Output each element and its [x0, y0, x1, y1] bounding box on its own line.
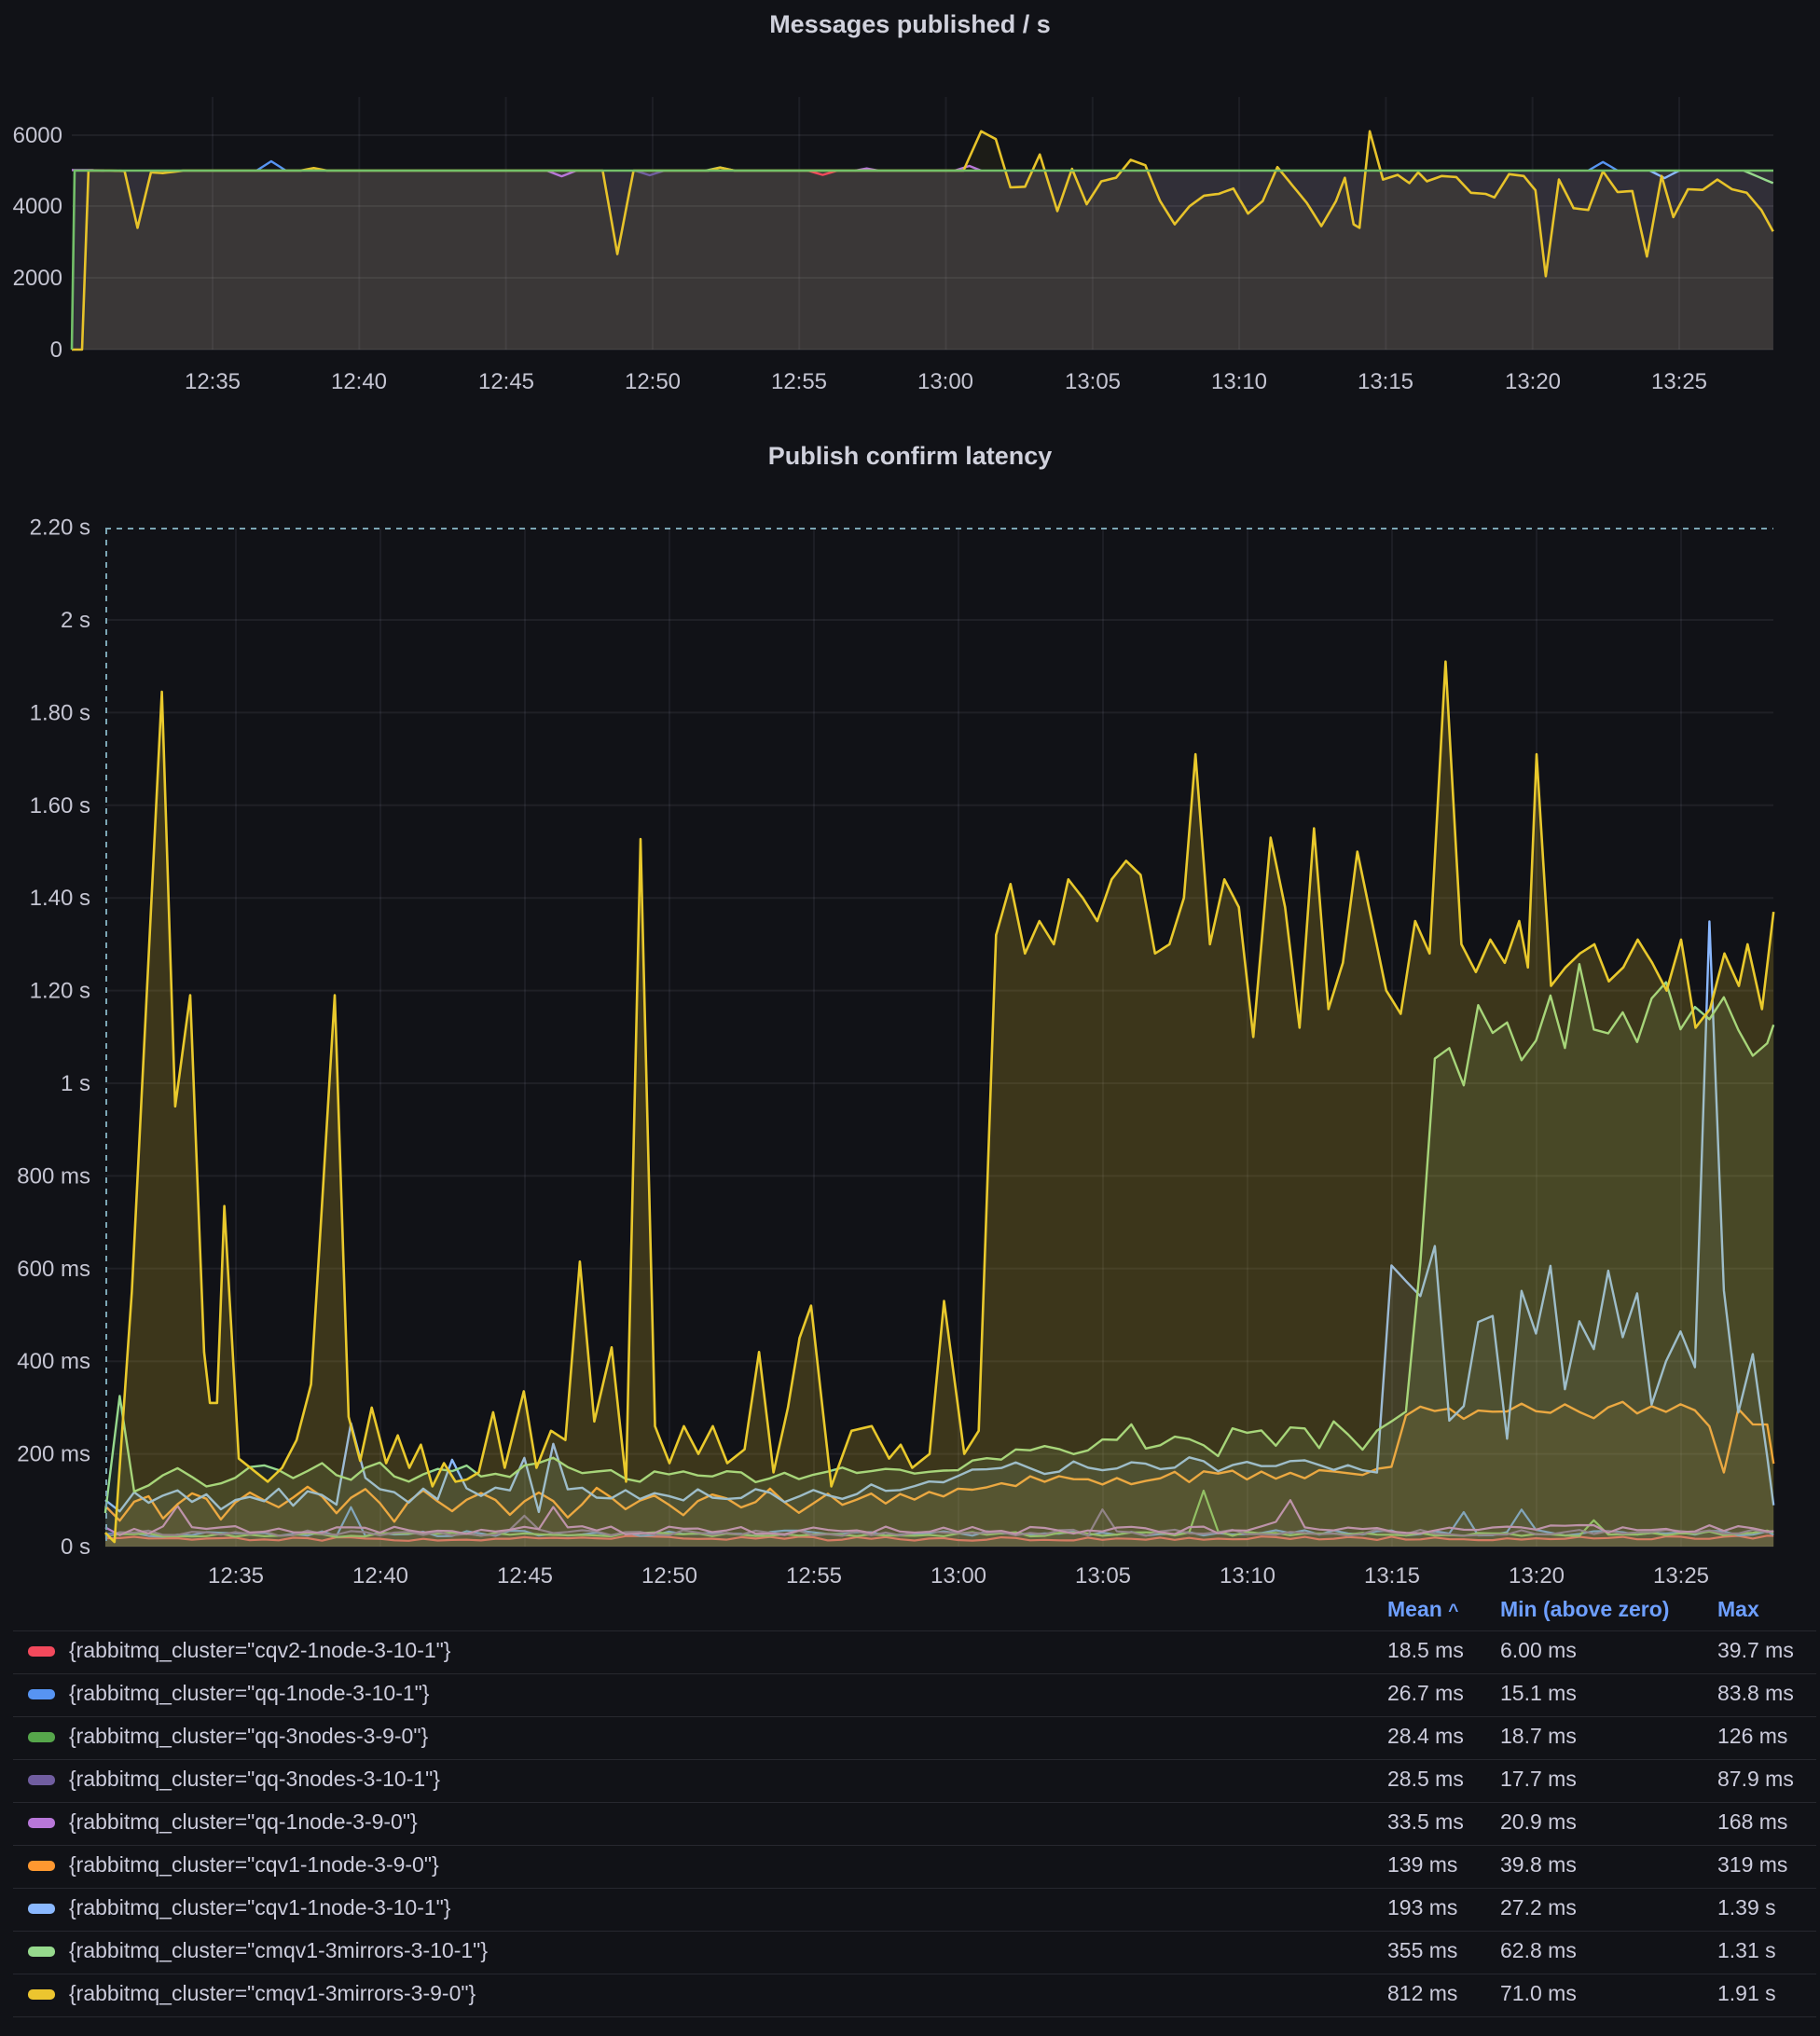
svg-text:600 ms: 600 ms — [17, 1257, 90, 1282]
svg-text:2.20 s: 2.20 s — [30, 516, 90, 541]
svg-text:13:20: 13:20 — [1505, 369, 1561, 394]
svg-text:200 ms: 200 ms — [17, 1442, 90, 1467]
svg-text:12:35: 12:35 — [185, 369, 241, 394]
svg-text:2000: 2000 — [13, 266, 62, 291]
svg-text:4000: 4000 — [13, 194, 62, 219]
svg-text:12:40: 12:40 — [331, 369, 387, 394]
svg-text:13:00: 13:00 — [917, 369, 973, 394]
svg-text:13:15: 13:15 — [1364, 1563, 1420, 1589]
svg-text:12:35: 12:35 — [208, 1563, 264, 1589]
svg-text:1.40 s: 1.40 s — [30, 886, 90, 911]
svg-text:12:50: 12:50 — [641, 1563, 697, 1589]
svg-text:13:25: 13:25 — [1653, 1563, 1709, 1589]
svg-text:1 s: 1 s — [61, 1071, 90, 1096]
svg-text:13:00: 13:00 — [931, 1563, 986, 1589]
svg-text:0 s: 0 s — [61, 1534, 90, 1560]
svg-text:13:25: 13:25 — [1651, 369, 1707, 394]
svg-text:13:05: 13:05 — [1065, 369, 1121, 394]
svg-text:1.20 s: 1.20 s — [30, 979, 90, 1004]
svg-text:1.80 s: 1.80 s — [30, 700, 90, 725]
svg-text:13:10: 13:10 — [1211, 369, 1267, 394]
svg-text:13:15: 13:15 — [1358, 369, 1413, 394]
svg-text:6000: 6000 — [13, 123, 62, 148]
svg-text:13:10: 13:10 — [1220, 1563, 1275, 1589]
svg-text:12:55: 12:55 — [786, 1563, 842, 1589]
svg-text:12:55: 12:55 — [771, 369, 827, 394]
svg-text:12:50: 12:50 — [625, 369, 681, 394]
svg-text:1.60 s: 1.60 s — [30, 793, 90, 819]
svg-text:12:45: 12:45 — [497, 1563, 553, 1589]
svg-text:13:20: 13:20 — [1509, 1563, 1565, 1589]
svg-text:12:40: 12:40 — [352, 1563, 408, 1589]
svg-text:12:45: 12:45 — [478, 369, 534, 394]
svg-text:800 ms: 800 ms — [17, 1163, 90, 1189]
svg-text:0: 0 — [50, 337, 62, 363]
svg-text:2 s: 2 s — [61, 608, 90, 633]
svg-text:13:05: 13:05 — [1075, 1563, 1131, 1589]
svg-text:400 ms: 400 ms — [17, 1349, 90, 1374]
